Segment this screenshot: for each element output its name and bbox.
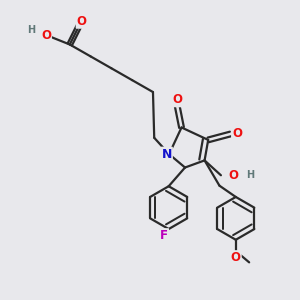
Text: H: H: [27, 25, 35, 34]
Text: O: O: [41, 29, 51, 42]
Text: N: N: [161, 148, 172, 160]
Text: O: O: [232, 128, 242, 140]
Text: O: O: [76, 15, 87, 28]
Text: O: O: [231, 251, 241, 264]
Text: O: O: [228, 169, 239, 182]
Text: F: F: [160, 229, 168, 242]
Text: H: H: [246, 170, 254, 180]
Text: O: O: [172, 93, 182, 106]
